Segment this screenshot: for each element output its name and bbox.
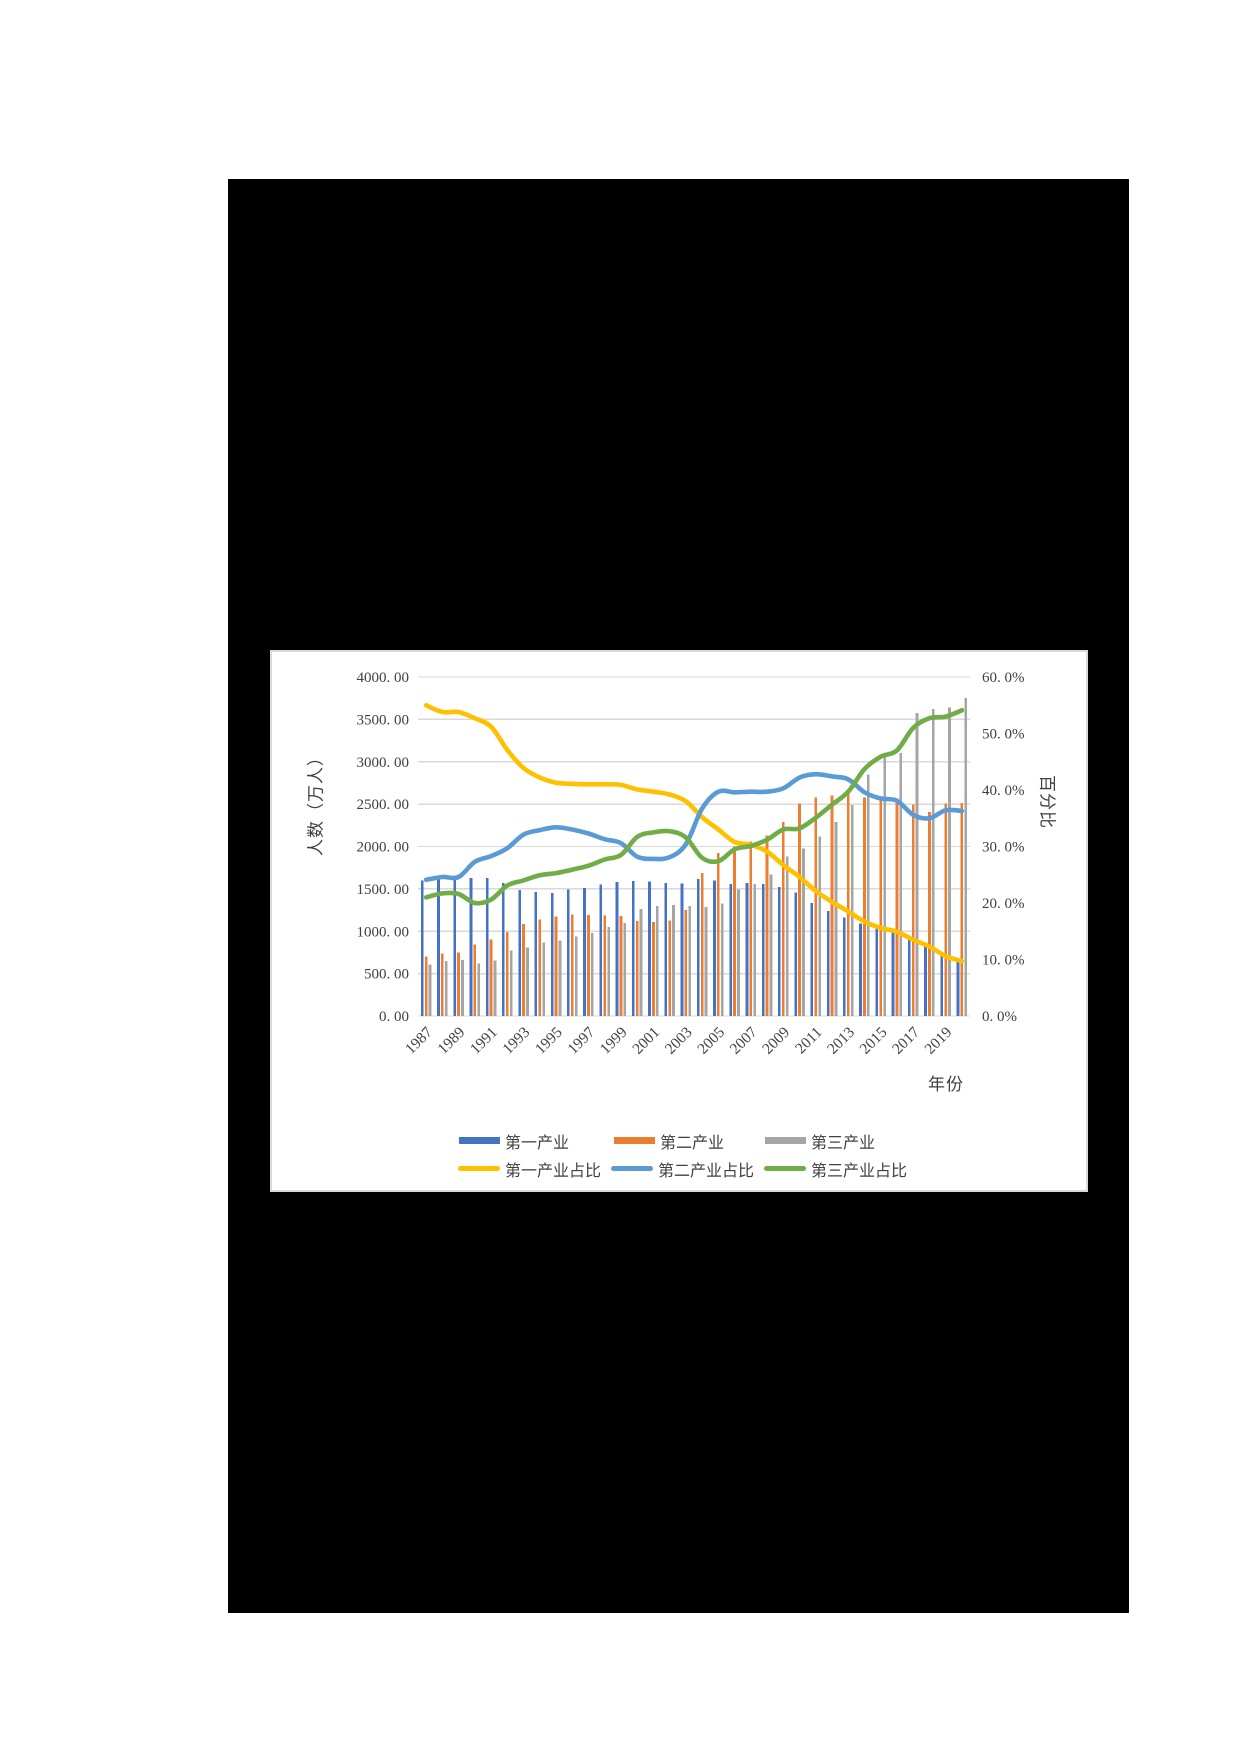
- plot-area: 4000. 00 3500. 00 3000. 00 2500. 00 2000. 00…: [357, 670, 1025, 1058]
- line-series-2: [423, 708, 965, 906]
- right-axis-tick-labels: 60. 0% 50. 0% 40. 0% 30. 0% 20. 0% 10. 0% 0. 0…: [982, 670, 1025, 1025]
- svg-text:3000. 00: 3000. 00: [357, 755, 410, 771]
- svg-text:2500. 00: 2500. 00: [357, 797, 410, 813]
- svg-text:1000. 00: 1000. 00: [357, 924, 410, 940]
- svg-text:2015: 2015: [857, 1024, 891, 1058]
- svg-text:3500. 00: 3500. 00: [357, 712, 410, 728]
- svg-text:1987: 1987: [402, 1024, 436, 1058]
- legend-swatch-secondary-share: [611, 1166, 653, 1171]
- svg-text:0. 0%: 0. 0%: [982, 1009, 1017, 1025]
- svg-text:2009: 2009: [759, 1024, 793, 1058]
- svg-text:1989: 1989: [434, 1024, 468, 1058]
- svg-text:2017: 2017: [889, 1024, 923, 1058]
- legend-swatch-tertiary: [765, 1137, 806, 1144]
- legend-label-secondary-share: 第二产业占比: [658, 1162, 755, 1180]
- svg-text:2001: 2001: [629, 1024, 663, 1058]
- svg-text:1999: 1999: [597, 1024, 631, 1058]
- line-series-1: [423, 771, 965, 883]
- svg-text:2003: 2003: [662, 1024, 696, 1058]
- svg-text:50. 0%: 50. 0%: [982, 727, 1025, 743]
- left-axis-tick-labels: 4000. 00 3500. 00 3000. 00 2500. 00 2000. 00…: [357, 670, 410, 1025]
- legend-swatch-tertiary-share: [764, 1166, 806, 1171]
- svg-text:2007: 2007: [727, 1024, 761, 1058]
- bars-series-2: [428, 698, 968, 1016]
- legend-swatch-primary: [459, 1137, 500, 1144]
- svg-text:1995: 1995: [532, 1024, 566, 1058]
- left-axis-title: 人数（万人）: [306, 748, 326, 856]
- legend-item-primary-share: 第一产业占比: [458, 1160, 601, 1180]
- svg-text:0. 00: 0. 00: [379, 1009, 409, 1025]
- svg-text:500. 00: 500. 00: [364, 967, 409, 983]
- x-axis-title: 年份: [928, 1075, 964, 1094]
- svg-text:20. 0%: 20. 0%: [982, 896, 1025, 912]
- line-series-0: [423, 703, 965, 964]
- x-axis-tick-labels: 1987198919911993199519971999200120032005…: [402, 1024, 956, 1058]
- bars-series-0: [420, 877, 960, 1016]
- svg-text:2005: 2005: [694, 1024, 728, 1058]
- svg-text:60. 0%: 60. 0%: [982, 670, 1025, 686]
- svg-text:4000. 00: 4000. 00: [357, 670, 410, 686]
- legend-item-primary: 第一产业: [459, 1132, 569, 1152]
- svg-text:10. 0%: 10. 0%: [982, 953, 1025, 969]
- svg-text:1997: 1997: [564, 1024, 598, 1058]
- svg-text:1991: 1991: [467, 1024, 501, 1058]
- svg-text:1500. 00: 1500. 00: [357, 882, 410, 898]
- chart-panel: 4000. 00 3500. 00 3000. 00 2500. 00 2000. 00…: [270, 650, 1088, 1192]
- legend-label-primary-share: 第一产业占比: [505, 1162, 602, 1180]
- svg-text:1993: 1993: [499, 1024, 533, 1058]
- svg-text:2019: 2019: [921, 1024, 955, 1058]
- legend-item-tertiary-share: 第三产业占比: [764, 1160, 907, 1180]
- bars-series-1: [424, 793, 964, 1016]
- legend-label-tertiary-share: 第三产业占比: [811, 1162, 908, 1180]
- legend-label-tertiary: 第三产业: [811, 1134, 876, 1152]
- svg-text:2000. 00: 2000. 00: [357, 840, 410, 856]
- right-axis-title: 百分比: [1037, 775, 1057, 829]
- svg-text:2011: 2011: [792, 1024, 826, 1058]
- legend-label-primary: 第一产业: [505, 1134, 570, 1152]
- legend-item-secondary-share: 第二产业占比: [611, 1160, 754, 1180]
- legend-swatch-primary-share: [458, 1166, 500, 1171]
- legend-item-tertiary: 第三产业: [765, 1132, 875, 1152]
- svg-text:30. 0%: 30. 0%: [982, 840, 1025, 856]
- legend-swatch-secondary: [614, 1137, 655, 1144]
- legend-item-secondary: 第二产业: [614, 1132, 724, 1152]
- svg-text:40. 0%: 40. 0%: [982, 783, 1025, 799]
- svg-text:2013: 2013: [824, 1024, 858, 1058]
- legend-label-secondary: 第二产业: [660, 1134, 725, 1152]
